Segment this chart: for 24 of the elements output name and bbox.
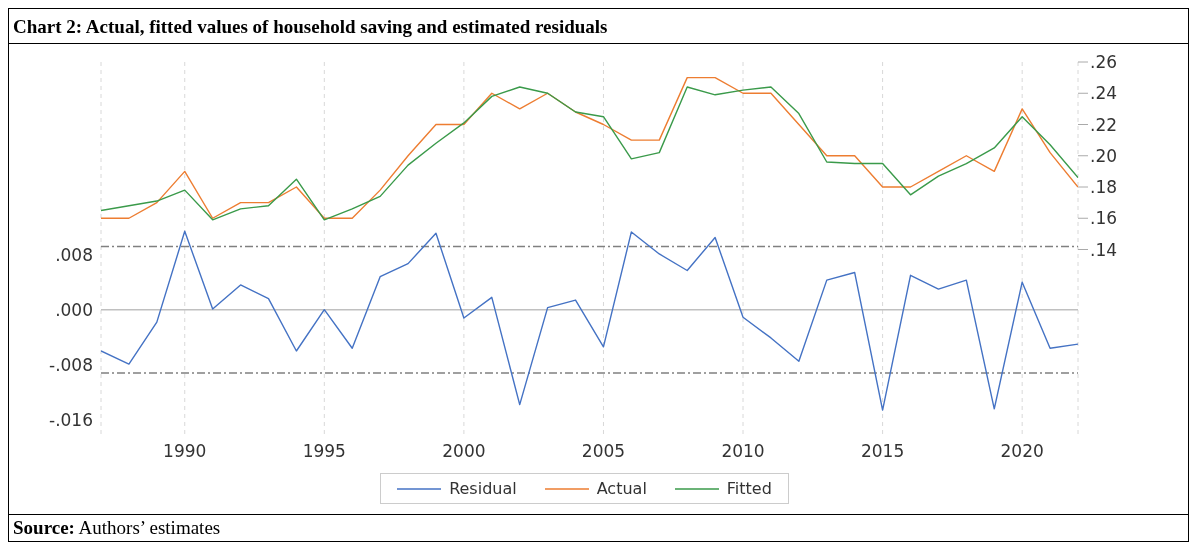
line-series <box>101 230 1078 411</box>
y2-tick-label: .18 <box>1090 177 1118 198</box>
y2-tick-label: .14 <box>1090 239 1118 260</box>
y2-tick-label: .16 <box>1090 208 1118 229</box>
x-tick-label: 1990 <box>163 441 207 462</box>
x-tick-label: 2015 <box>860 441 905 462</box>
y2-tick-label: .24 <box>1090 83 1118 104</box>
y2-tick-label: .20 <box>1090 145 1118 166</box>
x-tick-label: 2000 <box>442 441 486 462</box>
x-tick-label: 2010 <box>721 441 765 462</box>
y2-tick-label: .22 <box>1090 114 1118 135</box>
x-tick-label: 2005 <box>581 441 626 462</box>
source-note: Source: Authors’ estimates <box>9 514 1188 541</box>
chart-title: Chart 2: Actual, fitted values of household saving and estimated residuals <box>9 9 1188 44</box>
y-tick-label: .000 <box>55 299 93 320</box>
legend-label: Actual <box>595 479 647 498</box>
legend-label: Residual <box>448 479 517 498</box>
y-tick-label: -.016 <box>49 409 93 430</box>
y-tick-label: .008 <box>55 244 93 265</box>
x-tick-label: 1995 <box>302 441 346 462</box>
legend-label: Fitted <box>725 479 772 498</box>
x-tick-label: 2020 <box>1000 441 1044 462</box>
y-tick-label: -.008 <box>49 354 93 375</box>
y2-tick-label: .26 <box>1090 52 1118 73</box>
